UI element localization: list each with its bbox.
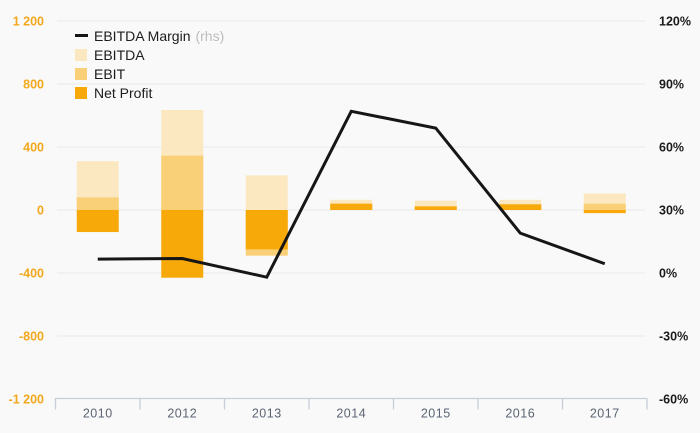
bar-net-profit-2010[interactable] (76, 210, 119, 233)
right-axis-tick-label: 0% (659, 267, 677, 281)
left-axis-tick-label: 400 (23, 141, 44, 155)
right-axis-tick-label: -30% (659, 330, 688, 344)
line-swatch-icon (75, 34, 88, 37)
x-axis-label-2010: 2010 (83, 407, 113, 421)
right-axis-tick-label: -60% (659, 393, 688, 407)
bar-net-profit-2013[interactable] (245, 210, 288, 250)
bar-ebit-2012[interactable] (161, 155, 204, 210)
bar-ebitda-2015[interactable] (414, 200, 457, 210)
x-axis-label-2015: 2015 (421, 407, 451, 421)
right-axis-tick-label: 60% (659, 141, 684, 155)
ebit-swatch-icon (75, 67, 87, 80)
x-axis-label-2012: 2012 (167, 407, 197, 421)
left-axis-tick-label: 800 (23, 78, 44, 92)
left-axis-tick-label: 0 (37, 204, 44, 218)
legend-item-net-profit[interactable]: Net Profit (75, 83, 224, 102)
bar-net-profit-2016[interactable] (499, 204, 542, 210)
bar-net-profit-2015[interactable] (414, 206, 457, 210)
legend-label: Net Profit (94, 84, 153, 101)
x-axis-label-2013: 2013 (252, 407, 282, 421)
legend-label: EBITDA Margin (94, 27, 191, 44)
bar-net-profit-2017[interactable] (583, 210, 626, 214)
left-axis-tick-label: -800 (19, 330, 44, 344)
ebitda-margin-line[interactable] (97, 109, 606, 279)
legend-suffix-rhs: (rhs) (195, 27, 225, 44)
legend: EBITDA Margin (rhs) EBITDA EBIT Net Prof… (75, 26, 224, 102)
bar-ebit-2010[interactable] (76, 197, 119, 210)
left-axis-tick-label: -400 (19, 267, 44, 281)
x-axis-label-2014: 2014 (336, 407, 366, 421)
left-axis-tick-label: 1 200 (13, 15, 44, 29)
legend-item-ebitda-margin[interactable]: EBITDA Margin (rhs) (75, 26, 224, 45)
legend-item-ebit[interactable]: EBIT (75, 64, 224, 83)
bar-ebit-2017[interactable] (583, 203, 626, 210)
legend-label: EBITDA (94, 46, 145, 63)
x-axis-label-2016: 2016 (505, 407, 535, 421)
ebitda-swatch-icon (75, 48, 87, 61)
bar-net-profit-2014[interactable] (330, 203, 373, 210)
left-axis-tick-label: -1 200 (9, 393, 44, 407)
bar-ebitda-2013[interactable] (245, 175, 288, 210)
right-axis-tick-label: 90% (659, 78, 684, 92)
right-axis-tick-label: 30% (659, 204, 684, 218)
net-profit-swatch-icon (75, 86, 87, 99)
bar-net-profit-2012[interactable] (161, 210, 204, 278)
x-axis-label-2017: 2017 (590, 407, 620, 421)
legend-label: EBIT (94, 65, 126, 82)
legend-item-ebitda[interactable]: EBITDA (75, 45, 224, 64)
right-axis-tick-label: 120% (659, 15, 691, 29)
